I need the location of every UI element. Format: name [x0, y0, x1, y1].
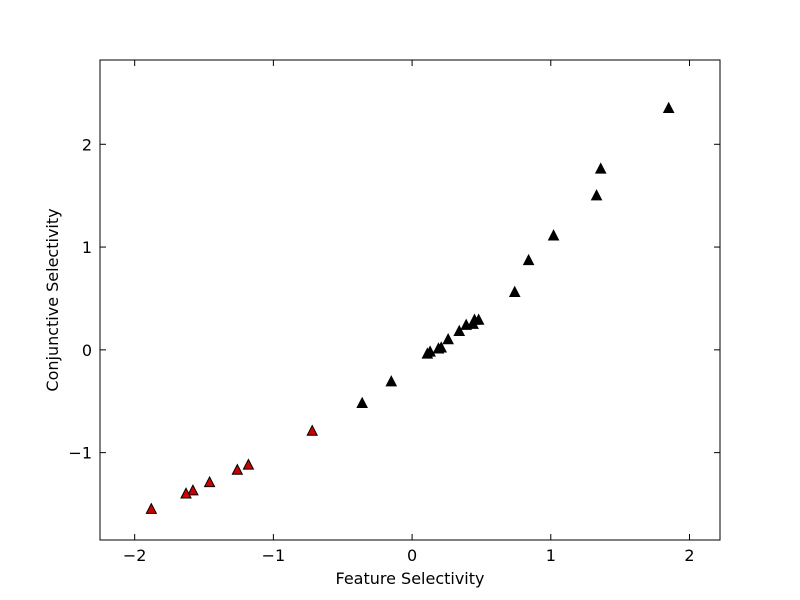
data-point — [522, 253, 535, 266]
x-axis-label: Feature Selectivity — [335, 569, 484, 588]
data-point — [508, 285, 521, 297]
data-point — [460, 318, 472, 330]
y-axis-label: Conjunctive Selectivity — [43, 208, 62, 391]
data-point — [590, 189, 603, 201]
y-tick-label: 1 — [82, 238, 92, 257]
data-point — [421, 347, 434, 359]
y-tick-label: 2 — [82, 135, 92, 154]
data-point — [547, 229, 560, 241]
data-point — [180, 487, 192, 499]
data-point — [385, 375, 398, 387]
data-point — [442, 332, 454, 345]
x-tick-label: 0 — [407, 546, 417, 565]
data-point — [231, 463, 244, 475]
data-point — [432, 342, 445, 354]
data-point — [242, 458, 255, 470]
data-point — [453, 324, 466, 337]
x-tick-label: 1 — [546, 546, 556, 565]
y-axis: −1 0 1 2 — [68, 135, 720, 463]
y-tick-label: −1 — [68, 444, 92, 463]
data-point — [594, 162, 607, 174]
data-point — [187, 484, 199, 496]
x-tick-label: −1 — [262, 546, 286, 565]
data-point — [662, 101, 675, 114]
x-axis: −2 −1 0 1 2 — [123, 60, 695, 565]
scatter-points — [145, 101, 675, 514]
data-point — [203, 475, 216, 488]
data-point — [306, 424, 319, 436]
y-tick-label: 0 — [82, 341, 92, 360]
plot-frame — [99, 59, 721, 541]
data-point — [145, 502, 158, 514]
x-tick-label: 2 — [684, 546, 694, 565]
data-point — [467, 317, 479, 329]
x-tick-label: −2 — [123, 546, 147, 565]
data-point — [356, 396, 368, 408]
